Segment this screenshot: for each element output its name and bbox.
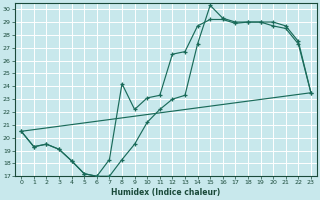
X-axis label: Humidex (Indice chaleur): Humidex (Indice chaleur) [111, 188, 221, 197]
